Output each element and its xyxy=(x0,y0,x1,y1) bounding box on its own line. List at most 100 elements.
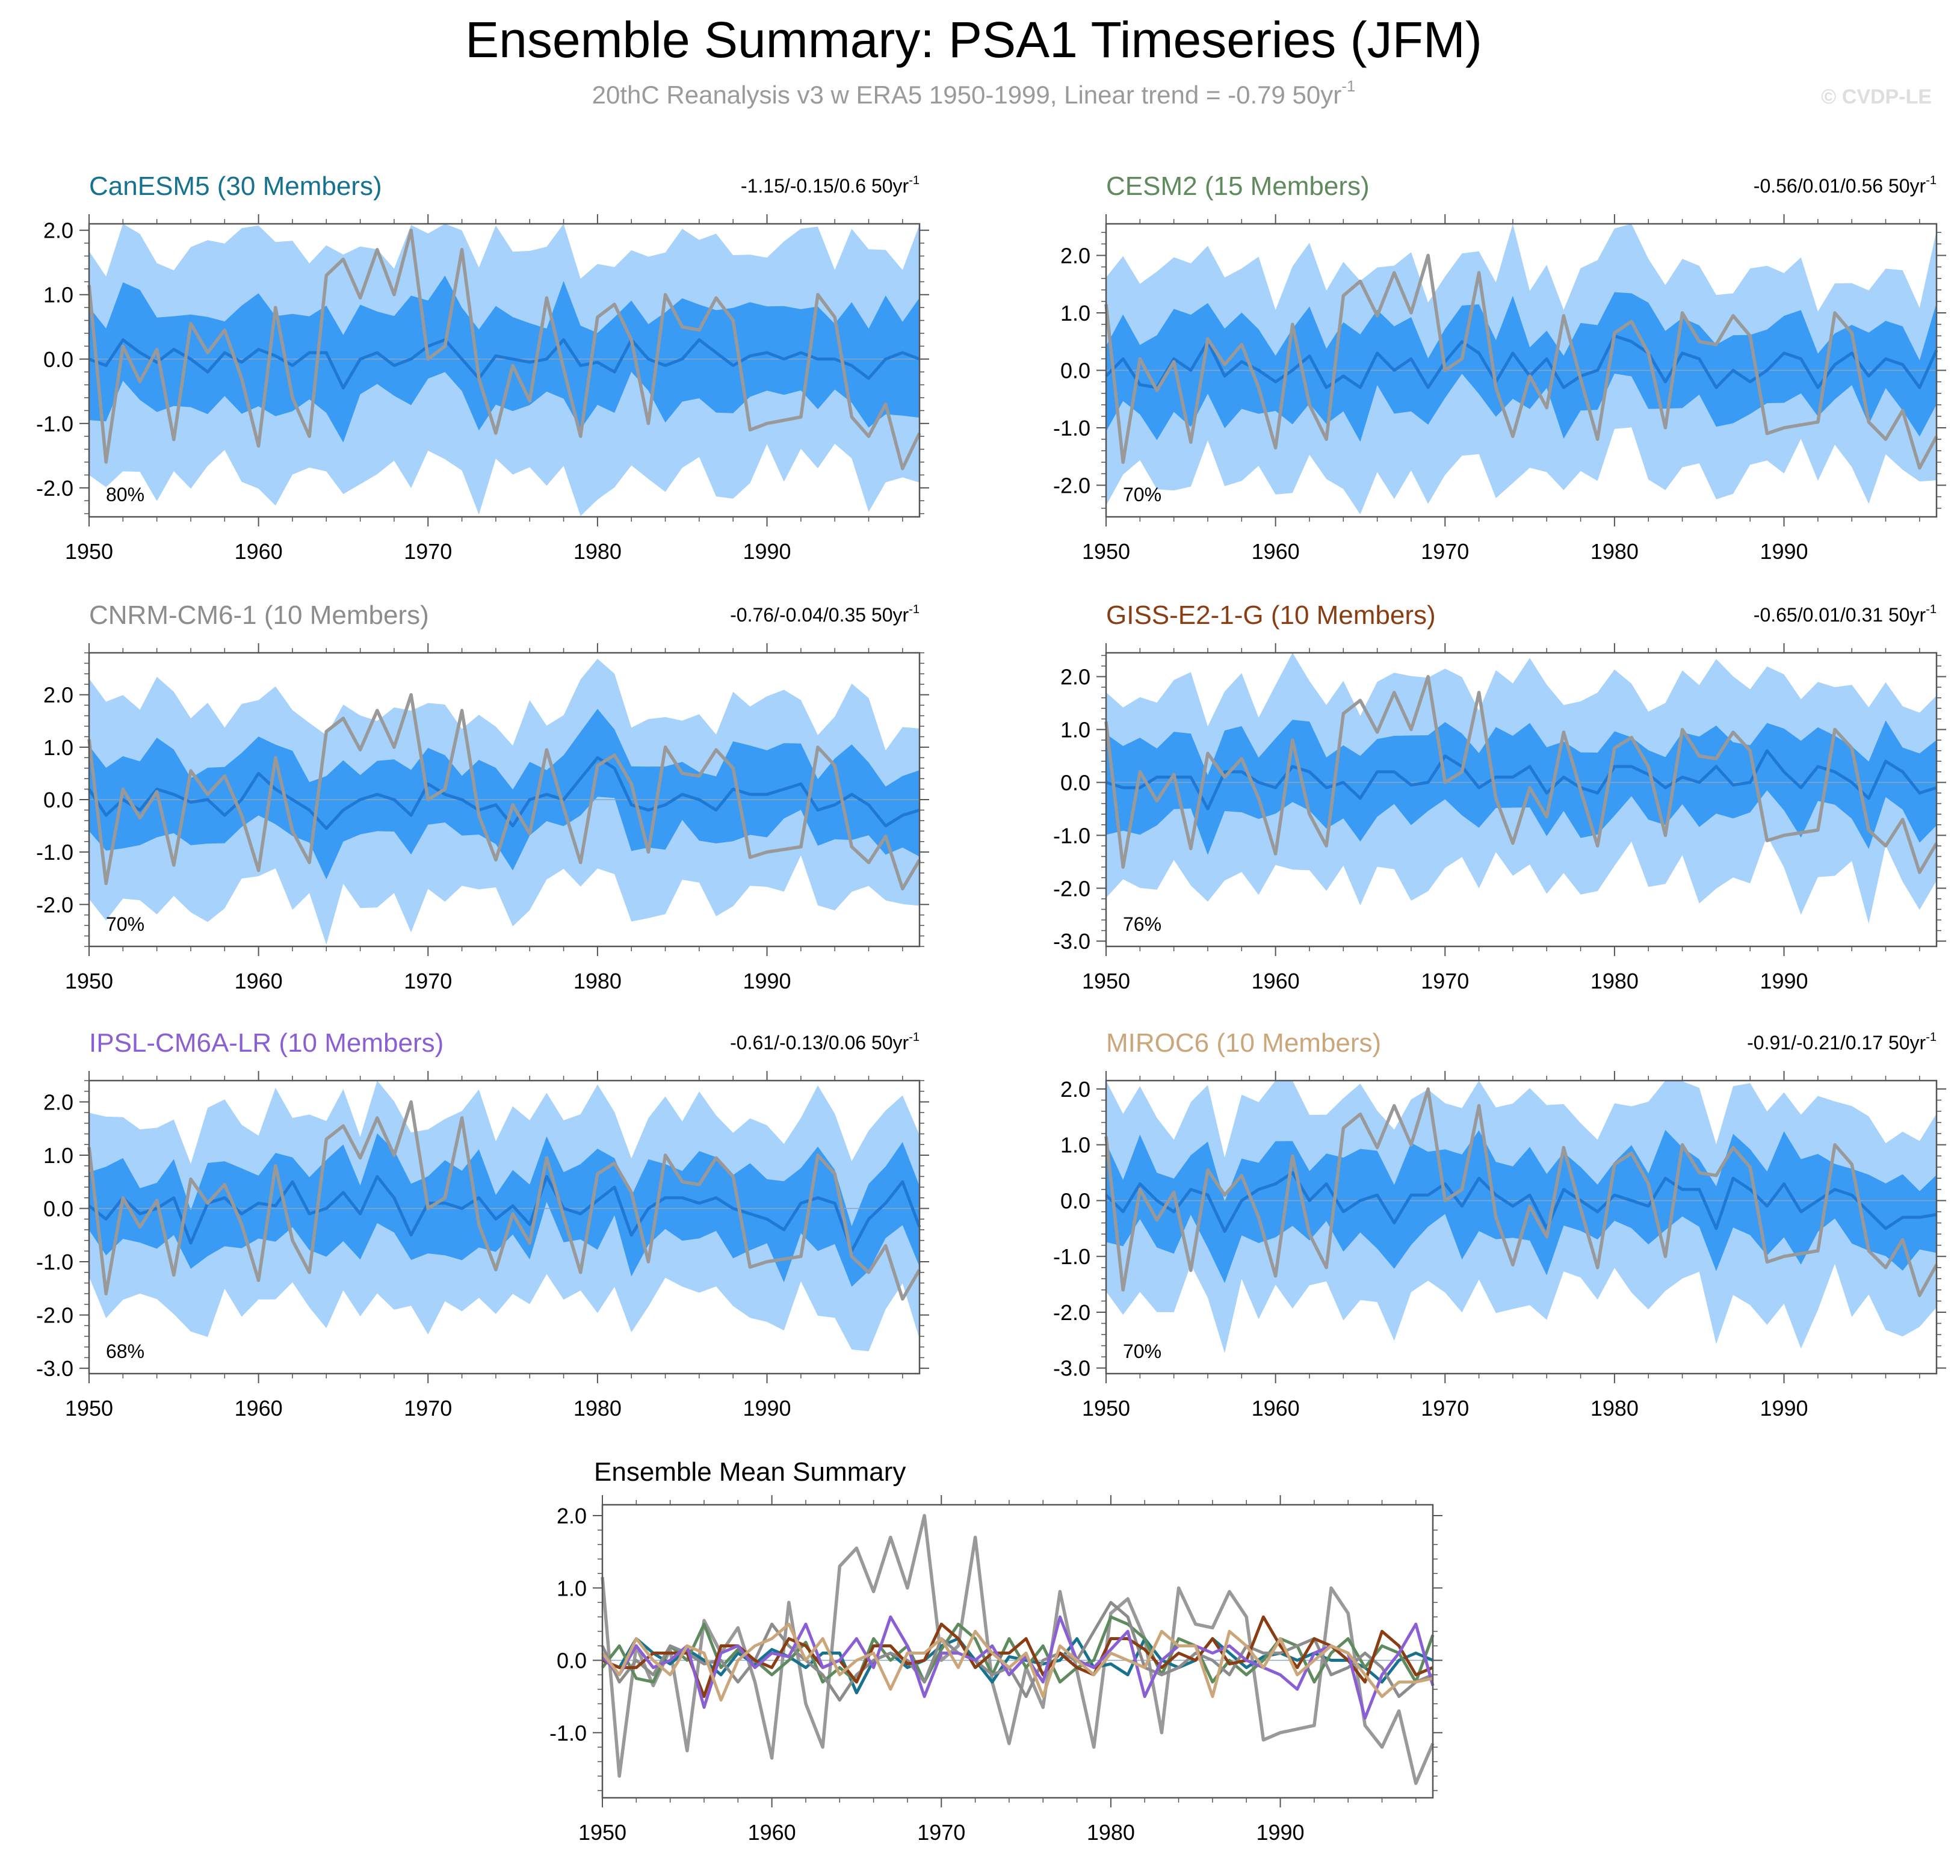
panel-canesm5-ytick-label: -2.0 xyxy=(36,476,73,501)
panel-canesm5-xtick-label: 1960 xyxy=(235,539,283,564)
panel-giss-e2-1-g-spread-inner xyxy=(1106,720,1937,855)
subtitle-text: 20thC Reanalysis v3 w ERA5 1950-1999, Li… xyxy=(592,81,1342,109)
panel-giss-e2-1-g-xtick-label: 1960 xyxy=(1252,969,1300,993)
panel-ipsl-cm6a-lr-ytick-label: 1.0 xyxy=(43,1143,73,1168)
panel-ipsl-cm6a-lr-percent-label: 68% xyxy=(106,1341,144,1362)
subtitle-superscript: -1 xyxy=(1341,77,1355,95)
panel-giss-e2-1-g-observed-line xyxy=(1104,674,1938,874)
panel-miroc6-ensemble-mean-line xyxy=(1105,1171,1937,1233)
panel-miroc6-ytick-label: 0.0 xyxy=(1060,1188,1090,1213)
panel-canesm5-title: CanESM5 (30 Members) xyxy=(89,171,382,201)
panel-ipsl-cm6a-lr-xtick-label: 1970 xyxy=(404,1396,452,1421)
panel-ipsl-cm6a-lr-ytick-label: -1.0 xyxy=(36,1250,73,1274)
panel-ipsl-cm6a-lr-ytick-label: 0.0 xyxy=(43,1197,73,1221)
panel-ipsl-cm6a-lr-ytick-label: -3.0 xyxy=(36,1356,73,1381)
panel-cnrm-cm6-1: -2.0 -1.0 0.0 1.0 2.0 1950 1960 1970 1980 1990 CNR… xyxy=(36,600,929,993)
panel-giss-e2-1-g-frame xyxy=(1105,652,1938,948)
panel-cnrm-cm6-1-xtick-label: 1950 xyxy=(65,969,113,993)
panel-cnrm-cm6-1-ytick-label: -2.0 xyxy=(36,892,73,917)
panel-canesm5-xtick-label: 1980 xyxy=(573,539,622,564)
panel-cesm2-trend-superscript: -1 xyxy=(1926,174,1937,187)
panel-cesm2-ytick-label: 1.0 xyxy=(1060,301,1090,326)
panel-giss-e2-1-g-ytick-label: -1.0 xyxy=(1053,823,1090,848)
panel-cesm2-xtick-label: 1970 xyxy=(1421,539,1469,564)
summary-xtick-label: 1990 xyxy=(1256,1820,1304,1845)
panel-canesm5-xtick-label: 1970 xyxy=(404,539,452,564)
summary-frame xyxy=(601,1504,1434,1799)
panel-miroc6-title: MIROC6 (10 Members) xyxy=(1106,1028,1381,1058)
panel-miroc6-ytick-label: -2.0 xyxy=(1053,1300,1090,1325)
summary-line-ipsl-cm6a-lr xyxy=(601,1615,1435,1720)
panel-giss-e2-1-g-ensemble-mean-line xyxy=(1105,749,1937,810)
panel-giss-e2-1-g-ytick-label: -3.0 xyxy=(1053,929,1090,954)
panel-ipsl-cm6a-lr-ytick-label: 2.0 xyxy=(43,1090,73,1114)
panel-miroc6: -3.0 -2.0 -1.0 0.0 1.0 2.0 1950 1960 1970 1980 199… xyxy=(1053,1028,1946,1421)
panel-miroc6-xtick-label: 1990 xyxy=(1760,1396,1808,1421)
panel-cesm2-ensemble-mean-line xyxy=(1105,334,1938,389)
panel-canesm5-observed-line xyxy=(87,228,921,471)
panel-ipsl-cm6a-lr-frame xyxy=(88,1079,921,1375)
panel-giss-e2-1-g-trend-superscript: -1 xyxy=(1926,603,1937,616)
panel-giss-e2-1-g-ytick-label: 0.0 xyxy=(1060,770,1090,795)
panel-cnrm-cm6-1-xtick-label: 1980 xyxy=(573,969,622,993)
panel-canesm5-percent-label: 80% xyxy=(106,484,144,505)
panel-cnrm-cm6-1-xtick-label: 1990 xyxy=(743,969,791,993)
panel-cesm2-xtick-label: 1990 xyxy=(1760,539,1808,564)
panel-canesm5-ytick-label: 0.0 xyxy=(43,347,73,372)
panel-canesm5-ytick-label: 2.0 xyxy=(43,218,73,243)
summary-line-miroc6 xyxy=(601,1622,1433,1702)
panel-miroc6-percent-label: 70% xyxy=(1123,1341,1161,1362)
panel-canesm5-xtick-label: 1990 xyxy=(743,539,791,564)
panel-ensemble-mean-summary: -1.0 0.0 1.0 2.0 1950 1960 1970 1980 1990 Ensembl… xyxy=(549,1457,1442,1845)
figure-subtitle: 20thC Reanalysis v3 w ERA5 1950-1999, Li… xyxy=(592,77,1356,109)
panel-cesm2-xtick-label: 1980 xyxy=(1591,539,1639,564)
panel-cesm2-trend-values: -0.56/0.01/0.56 50yr xyxy=(1754,175,1926,197)
panel-cesm2-ytick-label: -2.0 xyxy=(1053,473,1090,498)
figure-title: Ensemble Summary: PSA1 Timeseries (JFM) xyxy=(465,11,1482,68)
panel-canesm5-trend-label: -1.15/-0.15/0.6 50yr-1 xyxy=(741,174,920,197)
summary-xtick-label: 1970 xyxy=(917,1820,965,1845)
panel-miroc6-ytick-label: -1.0 xyxy=(1053,1244,1090,1269)
panel-canesm5-ytick-label: 1.0 xyxy=(43,283,73,307)
panel-miroc6-trend-superscript: -1 xyxy=(1926,1031,1937,1044)
summary-ytick-label: 0.0 xyxy=(557,1649,587,1673)
panel-giss-e2-1-g-trend-values: -0.65/0.01/0.31 50yr xyxy=(1754,604,1926,626)
panel-ipsl-cm6a-lr-ytick-label: -2.0 xyxy=(36,1303,73,1328)
panel-miroc6-ytick-label: 2.0 xyxy=(1060,1077,1090,1102)
panel-miroc6-xtick-label: 1980 xyxy=(1591,1396,1639,1421)
panel-cesm2-ytick-label: 0.0 xyxy=(1060,359,1090,383)
panel-miroc6-frame xyxy=(1105,1079,1938,1375)
panel-miroc6-ytick-label: 1.0 xyxy=(1060,1133,1090,1158)
panel-miroc6-ytick-label: -3.0 xyxy=(1053,1356,1090,1381)
panel-canesm5-ytick-label: -1.0 xyxy=(36,412,73,436)
panel-ipsl-cm6a-lr-ensemble-mean-line xyxy=(88,1174,921,1253)
panel-miroc6-xtick-label: 1950 xyxy=(1082,1396,1130,1421)
panel-canesm5-ensemble-mean-line xyxy=(88,338,920,390)
panel-cnrm-cm6-1-xtick-label: 1970 xyxy=(404,969,452,993)
panel-cnrm-cm6-1-percent-label: 70% xyxy=(106,913,144,935)
panel-miroc6-spread-inner xyxy=(1106,1130,1937,1283)
panel-giss-e2-1-g-xtick-label: 1980 xyxy=(1591,969,1639,993)
panel-giss-e2-1-g-trend-label: -0.65/0.01/0.31 50yr-1 xyxy=(1754,603,1937,626)
panel-cesm2: -2.0 -1.0 0.0 1.0 2.0 1950 1960 1970 1980 1990 CES… xyxy=(1053,171,1946,564)
panel-giss-e2-1-g-xtick-label: 1970 xyxy=(1421,969,1469,993)
summary-ytick-label: -1.0 xyxy=(549,1721,587,1745)
panel-canesm5: -2.0 -1.0 0.0 1.0 2.0 1950 1960 1970 1980 1990 Can… xyxy=(36,171,929,564)
panel-cnrm-cm6-1-ytick-label: 1.0 xyxy=(43,735,73,760)
panel-cesm2-ytick-label: -1.0 xyxy=(1053,416,1090,440)
panel-giss-e2-1-g-ytick-label: -2.0 xyxy=(1053,876,1090,901)
panel-canesm5-frame xyxy=(88,223,921,518)
panel-cesm2-percent-label: 70% xyxy=(1123,484,1161,505)
panel-giss-e2-1-g-ytick-label: 2.0 xyxy=(1060,665,1090,690)
copyright-label: © CVDP-LE xyxy=(1821,85,1932,108)
panel-canesm5-trend-superscript: -1 xyxy=(909,174,920,187)
panel-cnrm-cm6-1-trend-label: -0.76/-0.04/0.35 50yr-1 xyxy=(730,603,920,626)
panel-cnrm-cm6-1-ytick-label: 2.0 xyxy=(43,683,73,708)
panel-canesm5-trend-values: -1.15/-0.15/0.6 50yr xyxy=(741,175,909,197)
panel-ipsl-cm6a-lr-spread-inner xyxy=(89,1133,920,1287)
summary-xtick-label: 1960 xyxy=(748,1820,796,1845)
panel-giss-e2-1-g-ytick-label: 1.0 xyxy=(1060,717,1090,742)
panel-cnrm-cm6-1-ensemble-mean-line xyxy=(87,756,920,830)
